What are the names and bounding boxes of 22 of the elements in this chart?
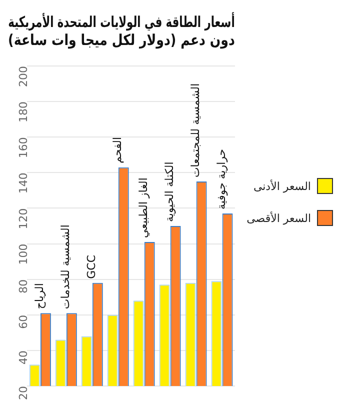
x-tick-label: الرياح bbox=[33, 283, 46, 310]
y-tick-label: 80 bbox=[17, 279, 30, 294]
x-tick-label: الغاز الطبيعي bbox=[136, 178, 150, 238]
y-tick-label: 200 bbox=[17, 66, 30, 87]
y-tick-label: 140 bbox=[17, 172, 30, 194]
legend-label: السعر الأدنى bbox=[253, 180, 311, 192]
legend-label: السعر الأقصى bbox=[246, 212, 311, 224]
x-tick-label: الفحم bbox=[110, 136, 124, 164]
y-tick-label: 40 bbox=[17, 350, 30, 364]
x-tick-label: الشمسية للمجتمعات bbox=[188, 83, 202, 178]
x-tick-label: GCC bbox=[84, 254, 98, 279]
y-tick-label: 160 bbox=[17, 137, 30, 158]
x-tick-label: حرارية جوفية bbox=[214, 148, 228, 210]
x-tick-label: الشمسية للخدمات bbox=[59, 224, 72, 310]
x-tick-label: الكتلة الحيوية bbox=[162, 162, 176, 222]
y-tick-label: 60 bbox=[17, 314, 30, 329]
y-tick-label: 180 bbox=[17, 102, 30, 123]
y-tick-label: 120 bbox=[17, 208, 30, 230]
chart-subtitle: دون دعم (دولار لكل ميجا وات ساعة) bbox=[8, 32, 235, 50]
y-tick-label: 20 bbox=[17, 386, 30, 400]
y-tick-label: 100 bbox=[17, 244, 30, 265]
chart-title: أسعار الطاقة في الولايات المتحدة الأمريكية bbox=[8, 12, 235, 32]
